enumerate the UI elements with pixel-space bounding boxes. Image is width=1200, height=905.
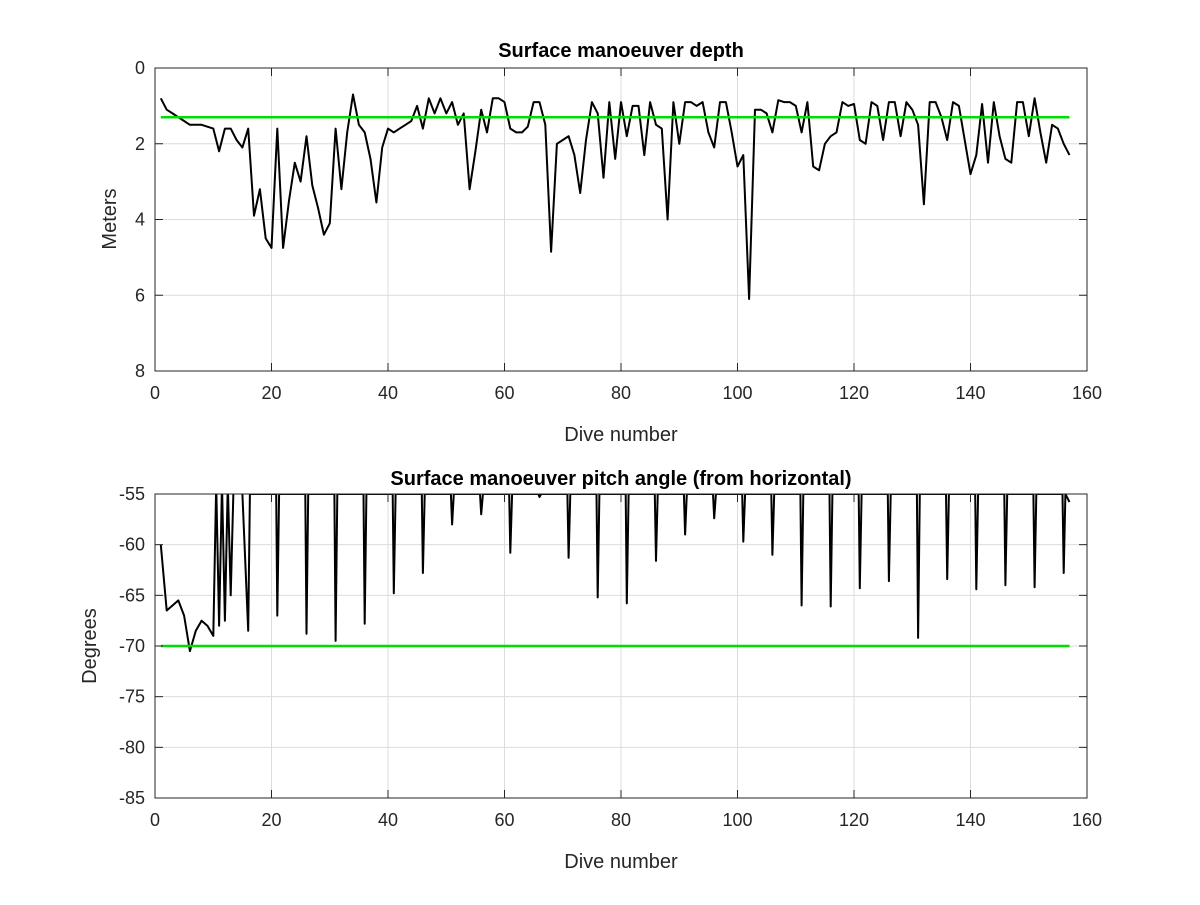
depth-plot-area (159, 93, 1071, 300)
pitch-chart: 0 20 40 60 80 100 120 140 160 -55 -60 -65 -70 -75 -80 -… (79, 468, 1102, 873)
pitch-x-tick-label: 40 (378, 810, 398, 830)
depth-y-tick-label: 8 (135, 361, 145, 381)
pitch-x-tick-label: 80 (611, 810, 631, 830)
depth-x-tick-label: 80 (611, 383, 631, 403)
pitch-x-tick-label: 0 (150, 810, 160, 830)
pitch-x-tick-label: 100 (722, 810, 752, 830)
pitch-x-tick-label: 160 (1072, 810, 1102, 830)
depth-y-tick-label: 4 (135, 210, 145, 230)
pitch-x-axis-label: Dive number (564, 851, 678, 873)
depth-series-group (159, 93, 1071, 300)
pitch-chart-title: Surface manoeuver pitch angle (from hori… (390, 468, 851, 490)
pitch-y-tick-label: -55 (119, 484, 145, 504)
depth-y-tick-label: 2 (135, 134, 145, 154)
depth-y-tick-label: 6 (135, 285, 145, 305)
depth-x-tick-label: 40 (378, 383, 398, 403)
pitch-y-tick-label: -80 (119, 737, 145, 757)
pitch-data-line (159, 494, 1071, 653)
depth-chart-title: Surface manoeuver depth (498, 40, 744, 62)
depth-x-axis-label: Dive number (564, 424, 678, 446)
pitch-y-axis-label: Degrees (79, 608, 101, 684)
depth-x-tick-label: 0 (150, 383, 160, 403)
pitch-y-tick-label: -60 (119, 535, 145, 555)
depth-y-axis-label: Meters (99, 188, 121, 249)
depth-chart: 0 20 40 60 80 100 120 140 160 0 2 4 6 8 Surface manoe… (99, 40, 1102, 446)
pitch-y-tick-label: -70 (119, 636, 145, 656)
pitch-y-tick-label: -65 (119, 585, 145, 605)
pitch-plot-area (159, 494, 1071, 653)
depth-grid (154, 67, 1088, 372)
depth-x-tick-label: 140 (955, 383, 985, 403)
depth-ticks: 0 20 40 60 80 100 120 140 160 0 2 4 6 8 (135, 58, 1102, 403)
depth-data-line (159, 93, 1071, 300)
pitch-y-tick-label: -75 (119, 687, 145, 707)
depth-x-tick-label: 20 (261, 383, 281, 403)
pitch-x-tick-label: 60 (494, 810, 514, 830)
depth-x-tick-label: 160 (1072, 383, 1102, 403)
pitch-series-group (159, 494, 1071, 653)
depth-x-tick-label: 100 (722, 383, 752, 403)
pitch-x-tick-label: 120 (839, 810, 869, 830)
pitch-x-tick-label: 20 (261, 810, 281, 830)
pitch-x-tick-label: 140 (955, 810, 985, 830)
depth-y-tick-label: 0 (135, 58, 145, 78)
pitch-y-tick-label: -85 (119, 788, 145, 808)
pitch-ticks: 0 20 40 60 80 100 120 140 160 -55 -60 -65 -70 -75 -80 -… (119, 484, 1102, 830)
depth-x-tick-label: 60 (494, 383, 514, 403)
depth-x-tick-label: 120 (839, 383, 869, 403)
